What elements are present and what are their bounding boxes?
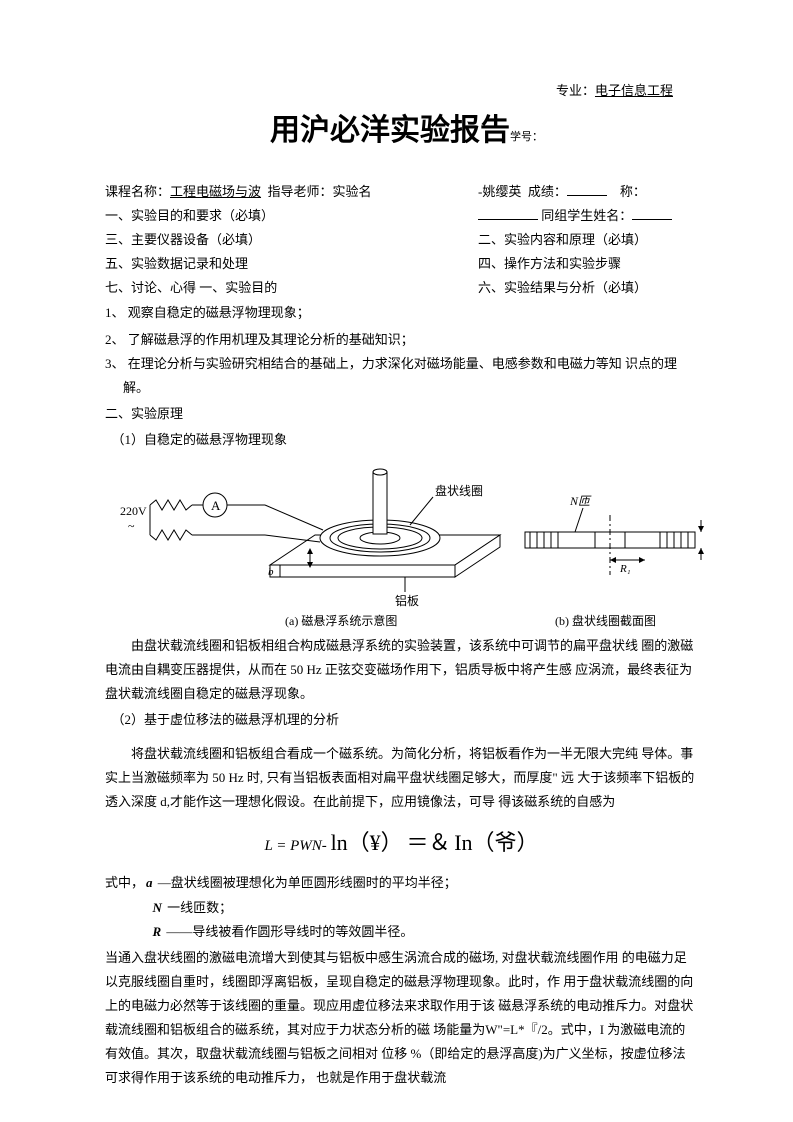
r1-label: R₁: [619, 563, 631, 575]
content-area: 1、 观察自稳定的磁悬浮物理现象； 2、 了解磁悬浮的作用机理及其理论分析的基础…: [105, 301, 708, 1089]
grade-blank: [567, 183, 607, 196]
teacher-value: -姚缨英: [478, 184, 521, 199]
para-analysis: 将盘状载流线圈和铝板组合看成一个磁系统。为简化分析，将铝板看作为一半无限大完纯 …: [105, 742, 698, 814]
formula-ln1: ln（¥）: [331, 830, 403, 855]
voltage-label: 220V: [120, 504, 147, 518]
n-turns: N匝: [569, 494, 592, 508]
caption-a: (a) 磁悬浮系统示意图: [285, 613, 397, 628]
ammeter-label: A: [211, 498, 221, 513]
major-line: 专业：电子信息工程: [556, 80, 673, 102]
diagram: 220V ~ A: [105, 460, 698, 630]
diagram-svg: 220V ~ A: [105, 460, 705, 630]
blank: [478, 207, 538, 220]
var-lead: 式中，: [105, 875, 144, 890]
sec-6: 六、实验结果与分析（必填）: [478, 280, 647, 295]
sec-5: 五、实验数据记录和处理: [105, 256, 248, 271]
para-after-diagram: 由盘状载流线圈和铝板相组合构成磁悬浮系统的实验装置，该系统中可调节的扁平盘状线 …: [105, 634, 698, 706]
caption-b: (b) 盘状线圈截面图: [555, 613, 656, 628]
title: 用沪必洋实验报告: [270, 114, 510, 147]
group-label: 同组学生姓名：: [541, 208, 632, 223]
principle-head: 二、实验原理: [105, 402, 698, 426]
para-final: 当通入盘状线圈的激磁电流增大到使其与铝板中感生涡流合成的磁场, 对盘状载流线圈作…: [105, 946, 698, 1090]
coil-label: 盘状线圈: [435, 483, 483, 498]
header-block: 课程名称：工程电磁场与波 指导老师：实验名 -姚缨英 成绩： 称： 一、实验目的…: [105, 181, 708, 299]
group-blank: [632, 207, 672, 220]
formula: L = PWN- ln（¥） ＝＆ In（爷）: [105, 824, 698, 861]
txt-r: ——导线被看作圆形导线时的等效圆半径。: [166, 924, 413, 939]
tilde: ~: [128, 519, 135, 533]
major-label: 专业：: [556, 83, 595, 98]
var-a: 式中，a —盘状线圈被理想化为单匝圆形线圈时的平均半径；: [105, 871, 698, 895]
formula-ln2: In（爷）: [454, 830, 538, 855]
b-label: b: [268, 566, 274, 578]
name-label: 称：: [620, 184, 646, 199]
formula-lhs: L = PWN-: [264, 838, 326, 854]
var-n: N 一线匝数；: [105, 896, 698, 920]
sec-4: 四、操作方法和实验步骤: [478, 256, 621, 271]
sec-2: 二、实验内容和原理（必填）: [478, 232, 647, 247]
grade-label: 成绩：: [528, 184, 567, 199]
sym-r: R: [153, 924, 162, 939]
var-r: R ——导线被看作圆形导线时的等效圆半径。: [105, 920, 698, 944]
plate-label: 铝板: [395, 593, 419, 608]
sec-7: 七、讨论、心得 一、实验目的: [105, 280, 277, 295]
sym-n: N: [153, 900, 162, 915]
sub1: （1）自稳定的磁悬浮物理现象: [105, 428, 698, 452]
sec-1: 一、实验目的和要求（必填）: [105, 208, 274, 223]
sub2: （2）基于虚位移法的磁悬浮机理的分析: [105, 708, 698, 732]
course-label: 课程名称：: [105, 184, 170, 199]
aim-2: 2、 了解磁悬浮的作用机理及其理论分析的基础知识；: [105, 328, 698, 352]
txt-n: 一线匝数；: [167, 900, 232, 915]
title-row: 用沪必洋实验报告学号：: [105, 105, 708, 156]
formula-eq: ＝＆: [406, 830, 450, 855]
txt-a: —盘状线圈被理想化为单匝圆形线圈时的平均半径；: [158, 875, 457, 890]
sno-label: 学号：: [510, 131, 543, 143]
aim-1: 1、 观察自稳定的磁悬浮物理现象；: [105, 301, 698, 325]
major-value: 电子信息工程: [595, 83, 673, 98]
course-value: 工程电磁场与波: [170, 184, 261, 199]
aim-3: 3、 在理论分析与实验研究相结合的基础上，力求深化对磁场能量、电感参数和电磁力等…: [105, 352, 698, 400]
sym-a: a: [146, 875, 153, 890]
sec-3: 三、主要仪器设备（必填）: [105, 232, 261, 247]
teacher-label: 指导老师：实验名: [268, 184, 372, 199]
